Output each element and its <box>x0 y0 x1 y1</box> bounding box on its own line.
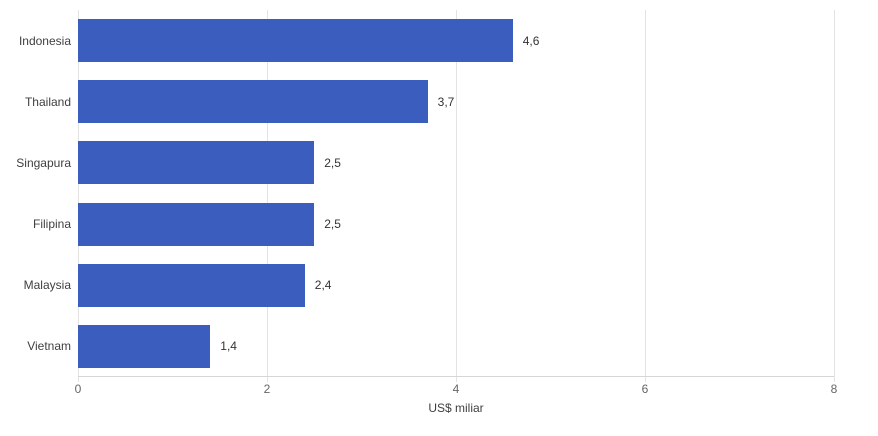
x-tick: 2 <box>263 382 271 396</box>
x-axis-line <box>78 376 834 377</box>
x-tick: 8 <box>830 382 838 396</box>
gridline-8 <box>834 10 835 382</box>
bar-row: 3,7 <box>78 71 834 132</box>
bar-row: 2,5 <box>78 132 834 193</box>
bar-row: 2,5 <box>78 194 834 255</box>
bar-thailand <box>78 80 428 124</box>
bar-filipina <box>78 202 315 246</box>
category-label: Thailand <box>24 94 71 109</box>
category-label: Malaysia <box>23 278 71 293</box>
bar-row: 2,4 <box>78 255 834 316</box>
plot-region: 4,6 3,7 2,5 2,5 2,4 <box>78 0 835 382</box>
category-label: Vietnam <box>27 339 71 354</box>
bar-row: 4,6 <box>78 10 834 71</box>
x-axis-title: US$ miliar <box>428 401 484 415</box>
gridline-0 <box>78 10 79 382</box>
bar-indonesia <box>78 19 513 63</box>
bar-value-label: 2,5 <box>324 217 341 232</box>
bar-value-label: 4,6 <box>522 33 540 48</box>
gridlines <box>78 10 835 382</box>
bar-row: 1,4 <box>78 316 834 377</box>
bar-vietnam <box>78 324 211 368</box>
bar-value-label: 2,4 <box>314 278 332 293</box>
bar-value-label: 2,5 <box>324 155 341 170</box>
category-label: Singapura <box>16 155 71 170</box>
x-tick: 6 <box>641 382 649 396</box>
bar-singapura <box>78 141 315 185</box>
bar-value-label: 1,4 <box>220 339 237 354</box>
gridline-2 <box>267 10 268 382</box>
category-axis: Indonesia Thailand Singapura Filipina Ma… <box>0 0 78 377</box>
x-tick: 4 <box>452 382 460 396</box>
category-label: Filipina <box>32 217 71 232</box>
gridline-4 <box>456 10 457 382</box>
x-axis-ticks: 0 2 4 6 8 <box>74 377 838 397</box>
x-tick: 0 <box>74 382 82 396</box>
gridline-6 <box>645 10 646 382</box>
category-label: Indonesia <box>18 33 71 48</box>
bar-value-label: 3,7 <box>437 94 455 109</box>
bar-malaysia <box>78 263 305 307</box>
bar-series: 4,6 3,7 2,5 2,5 2,4 <box>78 10 834 377</box>
chart-plot-area: Indonesia Thailand Singapura Filipina Ma… <box>0 0 835 382</box>
